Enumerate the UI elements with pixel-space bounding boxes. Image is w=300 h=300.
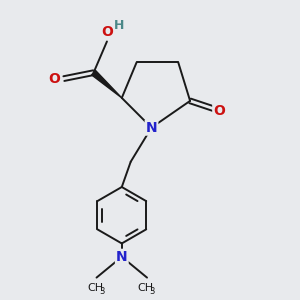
Text: O: O xyxy=(48,72,60,86)
Text: 3: 3 xyxy=(99,287,105,296)
Text: 3: 3 xyxy=(150,287,155,296)
Text: O: O xyxy=(101,25,113,38)
Text: H: H xyxy=(114,19,124,32)
Text: N: N xyxy=(146,121,157,135)
Text: CH: CH xyxy=(137,283,154,293)
Polygon shape xyxy=(92,70,122,98)
Text: O: O xyxy=(213,104,225,118)
Text: N: N xyxy=(116,250,128,264)
Text: CH: CH xyxy=(87,283,103,293)
